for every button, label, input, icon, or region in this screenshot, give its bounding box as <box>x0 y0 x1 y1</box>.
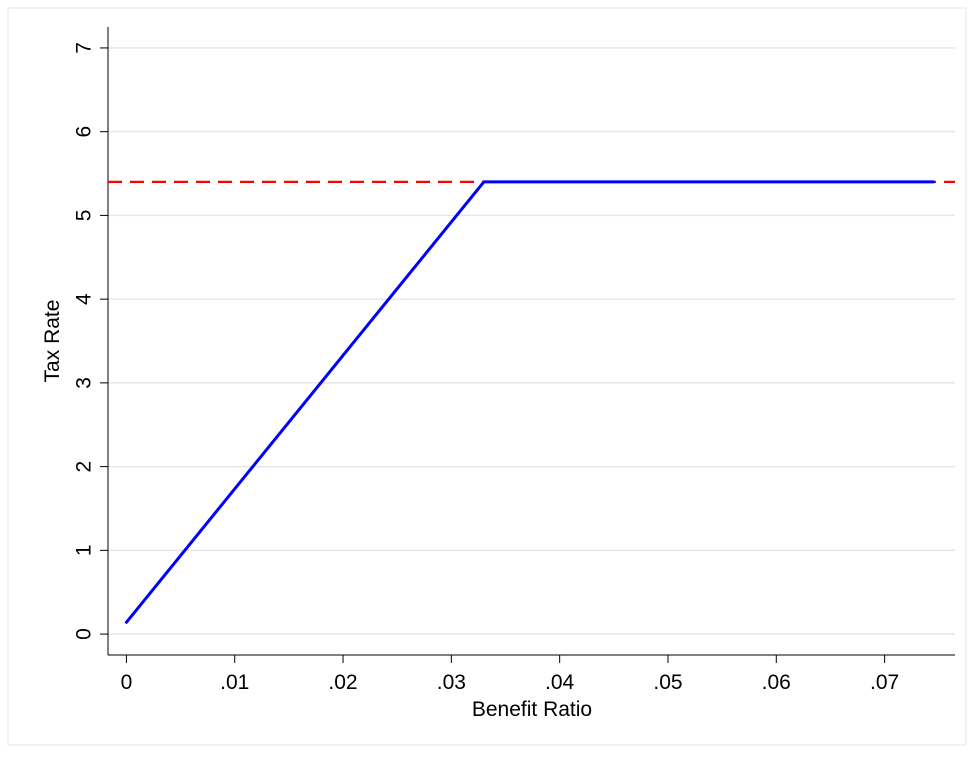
series-line <box>124 180 935 624</box>
y-axis-title: Tax Rate <box>41 300 64 383</box>
x-tick-label: .04 <box>545 671 575 694</box>
x-tick-label: .01 <box>220 671 249 694</box>
x-tick-label: 0 <box>121 671 133 694</box>
y-tick-label: 1 <box>73 544 96 556</box>
x-tick-label: .02 <box>328 671 357 694</box>
y-tick-label: 7 <box>73 42 96 54</box>
x-axis-title: Benefit Ratio <box>472 698 592 721</box>
axis-layer: 0 1 2 3 4 5 6 7 0 .01 .02 .03 .04 .05 .06 .07 <box>73 27 955 694</box>
y-tick-label: 0 <box>73 628 96 640</box>
x-tick-label: .05 <box>653 671 682 694</box>
y-tick-label: 3 <box>73 377 96 389</box>
x-tick-label: .06 <box>762 671 791 694</box>
y-tick-label: 2 <box>73 461 96 473</box>
x-tick-label: .03 <box>437 671 466 694</box>
series-layer <box>108 180 955 624</box>
grid-layer <box>108 47 955 635</box>
y-tick-label: 5 <box>73 210 96 222</box>
x-tick-label: .07 <box>870 671 899 694</box>
y-tick-label: 4 <box>73 293 96 305</box>
chart-border <box>7 7 967 746</box>
y-tick-label: 6 <box>73 126 96 138</box>
